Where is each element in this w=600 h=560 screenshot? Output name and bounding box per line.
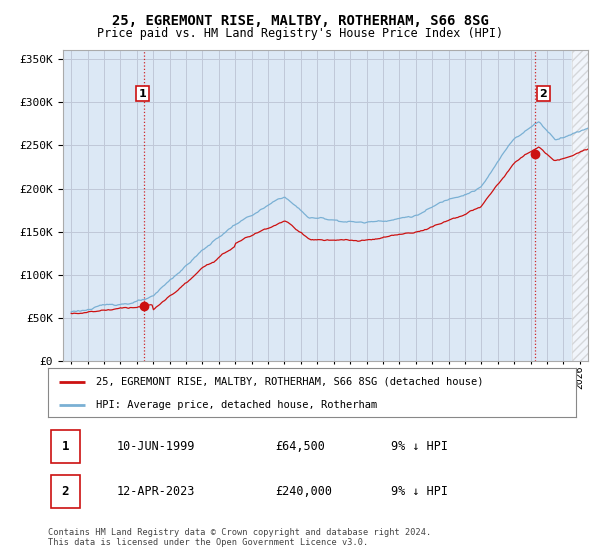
Text: 10-JUN-1999: 10-JUN-1999 [116,440,195,453]
Text: 25, EGREMONT RISE, MALTBY, ROTHERHAM, S66 8SG: 25, EGREMONT RISE, MALTBY, ROTHERHAM, S6… [112,14,488,28]
Text: 9% ↓ HPI: 9% ↓ HPI [391,485,448,498]
Text: 12-APR-2023: 12-APR-2023 [116,485,195,498]
Text: £240,000: £240,000 [275,485,332,498]
Text: 9% ↓ HPI: 9% ↓ HPI [391,440,448,453]
Text: Price paid vs. HM Land Registry's House Price Index (HPI): Price paid vs. HM Land Registry's House … [97,27,503,40]
Text: 25, EGREMONT RISE, MALTBY, ROTHERHAM, S66 8SG (detached house): 25, EGREMONT RISE, MALTBY, ROTHERHAM, S6… [95,377,483,387]
FancyBboxPatch shape [50,475,80,508]
Text: HPI: Average price, detached house, Rotherham: HPI: Average price, detached house, Roth… [95,400,377,410]
Text: Contains HM Land Registry data © Crown copyright and database right 2024.
This d: Contains HM Land Registry data © Crown c… [48,528,431,547]
Text: 2: 2 [539,88,547,99]
Text: £64,500: £64,500 [275,440,325,453]
Text: 1: 1 [62,440,69,453]
Bar [572,50,588,361]
FancyBboxPatch shape [50,430,80,464]
Bar [572,50,588,361]
Text: 2: 2 [62,485,69,498]
Text: 1: 1 [139,88,146,99]
